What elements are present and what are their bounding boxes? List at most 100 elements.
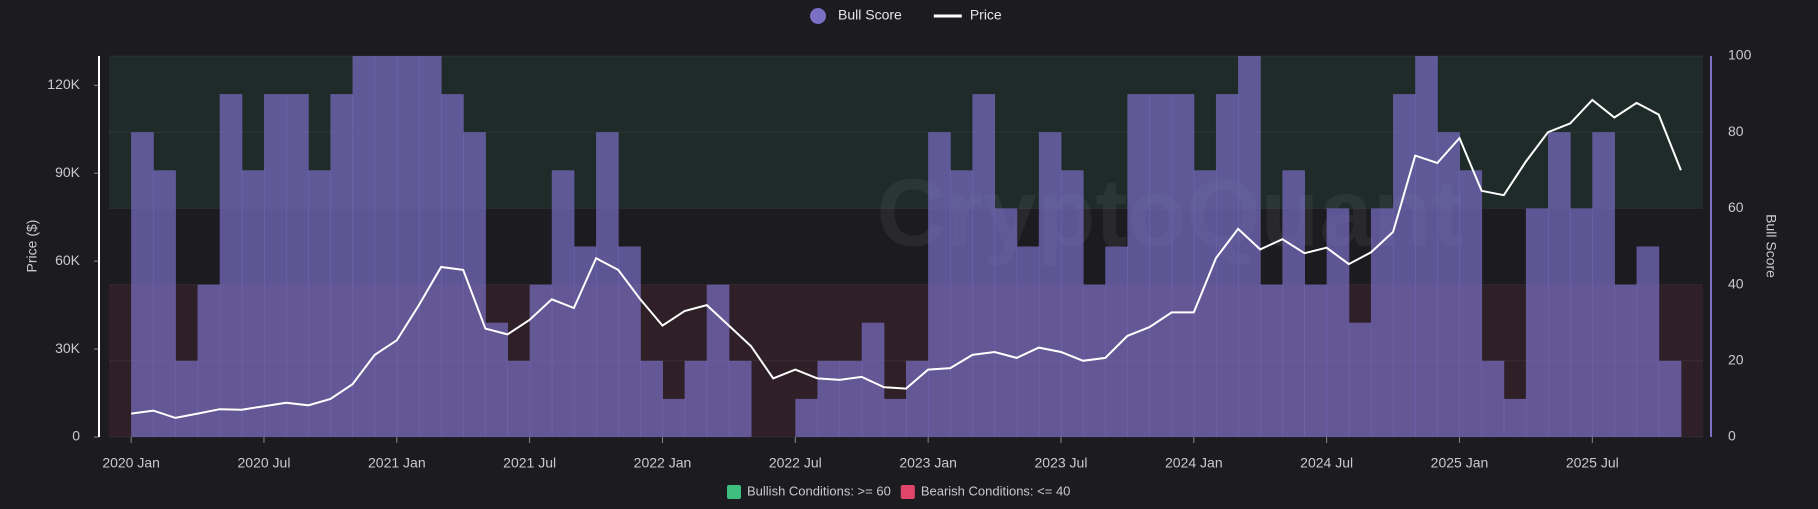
bull-score-step — [175, 360, 199, 437]
bull-score-step — [1060, 170, 1084, 438]
legend-item[interactable]: Price — [933, 7, 1002, 23]
bull-score-step — [972, 94, 996, 437]
x-tick-label: 2021 Jul — [503, 455, 556, 471]
y2-tick-label: 20 — [1728, 352, 1744, 368]
y2-tick-label: 40 — [1728, 275, 1744, 291]
y-tick-label: 60K — [55, 252, 81, 268]
x-tick-label: 2020 Jul — [238, 455, 291, 471]
bull-score-step — [1636, 246, 1660, 437]
bull-score-step — [1171, 94, 1195, 437]
bull-score-step — [1459, 170, 1483, 438]
zone-legend-label: Bullish Conditions: >= 60 — [747, 483, 891, 498]
bull-score-step — [1238, 56, 1261, 437]
bull-score-step — [131, 132, 154, 437]
bull-score-step — [1282, 170, 1305, 438]
legend-label: Price — [970, 7, 1002, 23]
bull-score-step — [1393, 94, 1416, 437]
bull-score-step — [883, 398, 907, 437]
y2-tick-label: 100 — [1728, 47, 1752, 63]
x-tick-label: 2024 Jan — [1165, 455, 1223, 471]
y2-tick-label: 80 — [1728, 123, 1744, 139]
bull-score-step — [1215, 94, 1239, 437]
bull-score-step — [640, 360, 663, 437]
bull-score-step — [573, 246, 597, 437]
bull-score-step — [839, 360, 863, 437]
y-axis-title: Price ($) — [24, 220, 40, 273]
bull-score-step — [1127, 94, 1151, 437]
bull-score-step — [1260, 284, 1283, 437]
x-tick-label: 2025 Jul — [1566, 455, 1619, 471]
x-tick-label: 2022 Jul — [769, 455, 822, 471]
x-tick-label: 2023 Jul — [1035, 455, 1088, 471]
bull-score-step — [1570, 208, 1593, 437]
bull-score-step — [197, 284, 221, 437]
bull-score-step — [396, 56, 420, 437]
bull-score-step — [994, 208, 1018, 437]
y2-axis-title: Bull Score — [1763, 214, 1779, 278]
bull-score-step — [1348, 322, 1372, 437]
bull-score-step — [1437, 132, 1460, 437]
bull-score-step — [1105, 246, 1128, 437]
bull-score-step — [1592, 132, 1615, 437]
bull-score-step — [352, 56, 376, 437]
x-tick-label: 2023 Jan — [899, 455, 957, 471]
bull-score-step — [1614, 284, 1638, 437]
bull-score-step — [906, 360, 929, 437]
bull-score-step — [684, 360, 708, 437]
bull-score-step — [485, 322, 508, 437]
legend-item[interactable]: Bull Score — [810, 7, 902, 24]
x-tick-label: 2024 Jul — [1300, 455, 1353, 471]
bull-score-step — [241, 170, 265, 438]
bull-score-step — [1658, 360, 1682, 437]
bull-score-step — [817, 360, 841, 437]
x-tick-label: 2020 Jan — [102, 455, 160, 471]
bull-score-step — [219, 94, 243, 437]
y-tick-label: 120K — [47, 76, 80, 92]
bull-score-step — [950, 170, 973, 438]
bull-score-step — [1525, 208, 1549, 437]
y2-tick-label: 60 — [1728, 199, 1744, 215]
bull-score-step — [1503, 398, 1527, 437]
bull-score-step — [1481, 360, 1505, 437]
bull-score-step — [1038, 132, 1062, 437]
bull-score-step — [1083, 284, 1106, 437]
bull-score-step — [153, 170, 176, 438]
zone-legend-label: Bearish Conditions: <= 40 — [921, 483, 1071, 498]
x-tick-label: 2025 Jan — [1431, 455, 1489, 471]
bull-score-step — [463, 132, 486, 437]
price-line — [130, 98, 1682, 419]
bull-score-step — [308, 170, 331, 438]
bull-score-step — [1016, 246, 1040, 437]
bull-score-step — [1326, 208, 1350, 437]
y-tick-label: 30K — [55, 340, 81, 356]
y-tick-label: 0 — [72, 428, 80, 444]
zone-legend-swatch — [900, 485, 915, 499]
bull-score-step — [507, 360, 531, 437]
bull-score-step — [861, 322, 885, 437]
bull-score-step — [596, 132, 619, 437]
bull-score-step — [529, 284, 553, 437]
zone-legend-swatch — [727, 485, 741, 499]
bull-score-step — [418, 56, 442, 437]
x-tick-label: 2022 Jan — [634, 455, 692, 471]
bull-score-step — [1548, 132, 1571, 437]
bull-score-step — [441, 94, 464, 437]
bull-score-step — [1415, 56, 1438, 437]
y2-tick-label: 0 — [1728, 428, 1736, 444]
bull-score-step — [263, 94, 287, 437]
bull-score-step — [1370, 208, 1394, 437]
bull-score-step — [330, 94, 354, 437]
bull-score-step — [728, 360, 752, 437]
bull-score-step — [795, 398, 818, 437]
bull-score-step — [706, 284, 730, 437]
bull-score-step — [286, 94, 309, 437]
x-tick-label: 2021 Jan — [368, 455, 426, 471]
y-tick-label: 90K — [55, 164, 81, 180]
bull-score-step — [1149, 94, 1173, 437]
bull-score-step — [662, 398, 686, 437]
bull-score-step — [1304, 284, 1328, 437]
bull-score-step — [1193, 170, 1217, 438]
legend-label: Bull Score — [838, 7, 902, 23]
legend-swatch — [810, 8, 826, 24]
